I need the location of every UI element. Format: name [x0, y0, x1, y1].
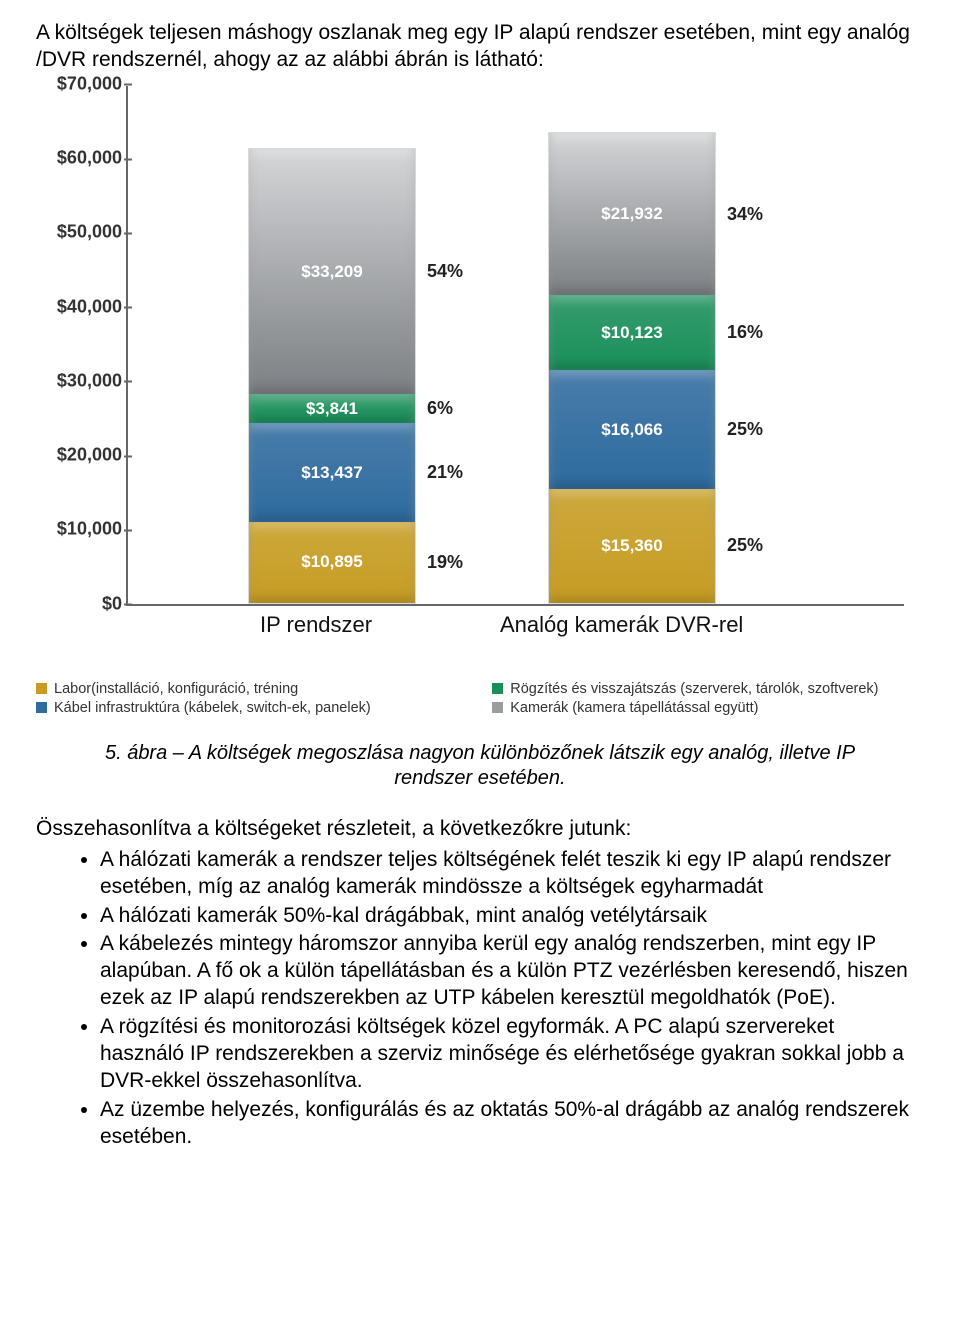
segment-dollar: $21,932 [601, 204, 662, 224]
bullet-item: A hálózati kamerák a rendszer teljes köl… [100, 847, 924, 901]
legend-item: Labor(installáció, konfiguráció, tréning [36, 681, 462, 697]
segment-dollar: $33,209 [301, 262, 362, 282]
segment-dollar: $15,360 [601, 536, 662, 556]
y-tick: $60,000 [38, 148, 122, 169]
segment-pct: 25% [727, 535, 763, 556]
body-lead: Összehasonlítva a költségeket részleteit… [36, 816, 924, 843]
legend-item: Kamerák (kamera tápellátással együtt) [492, 700, 918, 716]
legend-swatch [36, 702, 47, 713]
y-tick: $40,000 [38, 296, 122, 317]
segment-pct: 21% [427, 462, 463, 483]
legend-text: Kábel infrastruktúra (kábelek, switch-ek… [54, 700, 371, 716]
bar-segment-labor: $10,89519% [249, 522, 415, 603]
segment-pct: 16% [727, 322, 763, 343]
segment-pct: 34% [727, 204, 763, 225]
x-label: IP rendszer [260, 612, 372, 638]
bar-segment-cable: $16,06625% [549, 370, 715, 489]
intro-text: A költségek teljesen máshogy oszlanak me… [36, 20, 924, 74]
segment-dollar: $3,841 [306, 399, 358, 419]
legend-text: Rögzítés és visszajátszás (szerverek, tá… [510, 681, 878, 697]
segment-pct: 54% [427, 261, 463, 282]
legend-swatch [36, 683, 47, 694]
bar-segment-labor: $15,36025% [549, 489, 715, 603]
chart-x-labels: IP rendszer Analóg kamerák DVR-rel [126, 606, 904, 650]
segment-pct: 25% [727, 419, 763, 440]
y-tick: $0 [38, 593, 122, 614]
legend-item: Kábel infrastruktúra (kábelek, switch-ek… [36, 700, 462, 716]
bar-segment-cable: $13,43721% [249, 423, 415, 522]
segment-dollar: $10,895 [301, 552, 362, 572]
legend-swatch [492, 702, 503, 713]
y-tick: $10,000 [38, 519, 122, 540]
chart-legend: Labor(installáció, konfiguráció, tréning… [36, 678, 924, 719]
segment-dollar: $10,123 [601, 323, 662, 343]
segment-pct: 19% [427, 552, 463, 573]
y-tick: $20,000 [38, 445, 122, 466]
body-bullets: A hálózati kamerák a rendszer teljes köl… [36, 847, 924, 1151]
bullet-item: Az üzembe helyezés, konfigurálás és az o… [100, 1097, 924, 1151]
legend-swatch [492, 683, 503, 694]
legend-item: Rögzítés és visszajátszás (szerverek, tá… [492, 681, 918, 697]
bullet-item: A kábelezés mintegy háromszor annyiba ke… [100, 931, 924, 1012]
y-tick: $70,000 [38, 73, 122, 94]
bar-segment-camera: $21,93234% [549, 133, 715, 295]
segment-pct: 6% [427, 398, 453, 419]
segment-dollar: $13,437 [301, 463, 362, 483]
y-tick: $50,000 [38, 222, 122, 243]
stacked-bar: $10,89519%$13,43721%$3,8416%$33,20954% [248, 148, 416, 604]
stacked-bar: $15,36025%$16,06625%$10,12316%$21,93234% [548, 132, 716, 604]
bullet-item: A rögzítési és monitorozási költségek kö… [100, 1014, 924, 1095]
legend-text: Kamerák (kamera tápellátással együtt) [510, 700, 758, 716]
chart-plot-area: $10,89519%$13,43721%$3,8416%$33,20954%$1… [126, 86, 904, 606]
figure-caption: 5. ábra – A költségek megoszlása nagyon … [76, 741, 884, 792]
segment-dollar: $16,066 [601, 420, 662, 440]
chart-bars-layer: $10,89519%$13,43721%$3,8416%$33,20954%$1… [128, 86, 904, 604]
bullet-item: A hálózati kamerák 50%-kal drágábbak, mi… [100, 903, 924, 930]
legend-text: Labor(installáció, konfiguráció, tréning [54, 681, 298, 697]
cost-chart: $10,89519%$13,43721%$3,8416%$33,20954%$1… [36, 86, 924, 650]
y-tick: $30,000 [38, 370, 122, 391]
bar-segment-camera: $33,20954% [249, 149, 415, 395]
bar-segment-record: $3,8416% [249, 394, 415, 422]
bar-segment-record: $10,12316% [549, 295, 715, 370]
x-label: Analóg kamerák DVR-rel [500, 612, 743, 638]
